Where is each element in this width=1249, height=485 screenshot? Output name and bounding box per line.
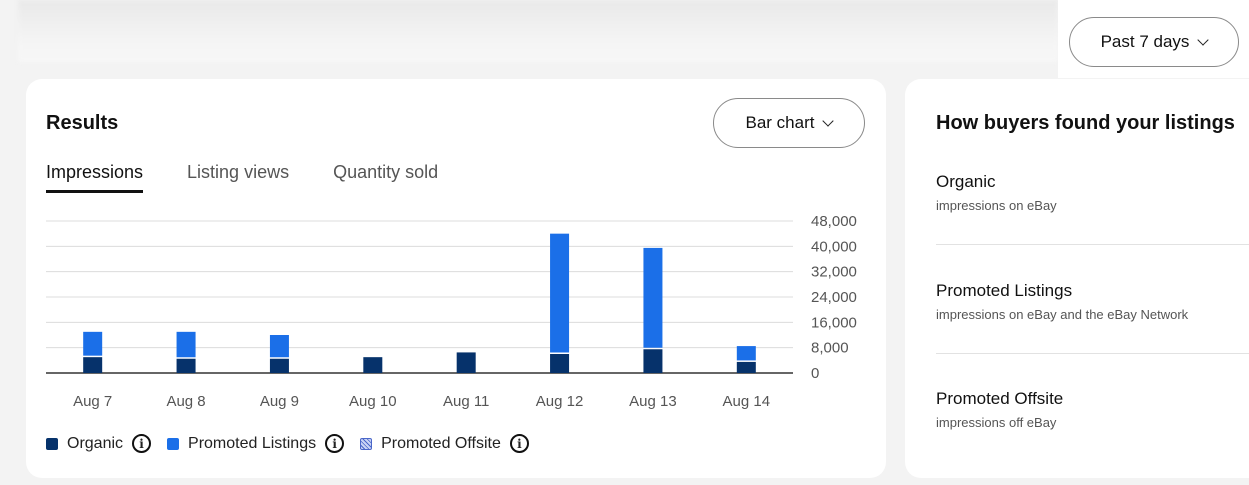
x-tick-label: Aug 11 bbox=[443, 393, 489, 410]
bar-segment-promoted-listings bbox=[643, 247, 663, 348]
promoted-offsite-swatch bbox=[360, 437, 373, 450]
results-card: Results Bar chart Impressions Listing vi… bbox=[26, 79, 886, 478]
tab-listing-views[interactable]: Listing views bbox=[187, 162, 290, 182]
legend-label-promoted-offsite: Promoted Offsite bbox=[381, 434, 501, 452]
promoted-listings-swatch bbox=[167, 437, 180, 450]
impressions-bar-chart: 48,000 40,000 32,000 24,000 16,000 8,000 0 Aug … bbox=[46, 213, 857, 410]
info-icon[interactable]: i bbox=[132, 434, 152, 453]
results-title: Results bbox=[46, 112, 119, 134]
bar-segment-promoted-listings bbox=[83, 331, 103, 356]
bar-segment-organic bbox=[83, 357, 103, 373]
bar-segment-organic bbox=[456, 352, 476, 373]
source-description: impressions off eBay bbox=[936, 415, 1057, 430]
y-tick-label: 16,000 bbox=[811, 314, 857, 331]
x-tick-label: Aug 12 bbox=[536, 393, 584, 410]
x-tick-label: Aug 13 bbox=[629, 393, 677, 410]
period-selector-label: Past 7 days bbox=[1100, 32, 1190, 51]
x-tick-label: Aug 14 bbox=[723, 393, 771, 410]
blurred-header-background bbox=[18, 0, 1058, 62]
bar-segment-organic bbox=[363, 357, 383, 373]
x-tick-label: Aug 7 bbox=[73, 393, 112, 410]
x-tick-label: Aug 8 bbox=[166, 393, 205, 410]
bar-segment-organic bbox=[643, 349, 663, 373]
legend-item-promoted-listings: Promoted Listings i bbox=[167, 434, 345, 453]
legend-item-promoted-offsite: Promoted Offsite i bbox=[360, 434, 529, 453]
bar-segment-promoted-listings bbox=[736, 346, 756, 361]
traffic-sources-title: How buyers found your listings bbox=[936, 112, 1235, 134]
y-tick-label: 32,000 bbox=[811, 264, 857, 281]
y-tick-label: 40,000 bbox=[811, 238, 857, 255]
organic-swatch bbox=[46, 437, 58, 450]
source-row-promoted-offsite: Promoted Offsite impressions off eBay bbox=[936, 389, 1249, 430]
bar-segment-organic bbox=[176, 358, 196, 373]
bar-segment-organic bbox=[550, 354, 570, 373]
x-tick-label: Aug 9 bbox=[260, 393, 299, 410]
source-name: Promoted Listings bbox=[936, 281, 1073, 300]
period-selector-button[interactable]: Past 7 days bbox=[1069, 17, 1239, 67]
x-tick-label: Aug 10 bbox=[349, 393, 397, 410]
y-tick-label: 24,000 bbox=[811, 289, 857, 306]
bar-segment-promoted-listings bbox=[550, 233, 570, 353]
info-icon[interactable]: i bbox=[325, 434, 345, 453]
metric-tabs: Impressions Listing views Quantity sold bbox=[46, 162, 438, 193]
chart-type-selector-button[interactable]: Bar chart bbox=[713, 98, 865, 148]
divider bbox=[936, 353, 1249, 354]
source-name: Promoted Offsite bbox=[936, 389, 1064, 408]
info-icon[interactable]: i bbox=[509, 434, 529, 453]
source-description: impressions on eBay and the eBay Network bbox=[936, 307, 1189, 322]
source-row-promoted-listings: Promoted Listings impressions on eBay an… bbox=[936, 281, 1249, 322]
bar-segment-promoted-listings bbox=[269, 335, 289, 358]
bar-segment-organic bbox=[269, 358, 289, 373]
legend-item-organic: Organic i bbox=[46, 434, 152, 453]
y-tick-label: 8,000 bbox=[811, 340, 849, 357]
source-name: Organic bbox=[936, 172, 996, 191]
bar-segment-promoted-listings bbox=[176, 331, 196, 358]
divider bbox=[936, 244, 1249, 245]
legend-label-organic: Organic bbox=[67, 434, 124, 452]
y-tick-label: 0 bbox=[811, 365, 819, 382]
source-row-organic: Organic impressions on eBay bbox=[936, 172, 1249, 213]
chart-legend: Organic i Promoted Listings i Promoted O… bbox=[46, 434, 529, 453]
y-tick-label: 48,000 bbox=[811, 213, 857, 230]
tab-impressions[interactable]: Impressions bbox=[46, 162, 144, 193]
legend-label-promoted-listings: Promoted Listings bbox=[188, 434, 317, 452]
bar-segment-organic bbox=[736, 361, 756, 373]
chart-type-label: Bar chart bbox=[745, 113, 815, 132]
traffic-sources-card: How buyers found your listings Organic i… bbox=[905, 79, 1249, 478]
source-description: impressions on eBay bbox=[936, 198, 1057, 213]
chevron-down-icon bbox=[1197, 33, 1210, 46]
tab-quantity-sold[interactable]: Quantity sold bbox=[333, 162, 439, 182]
